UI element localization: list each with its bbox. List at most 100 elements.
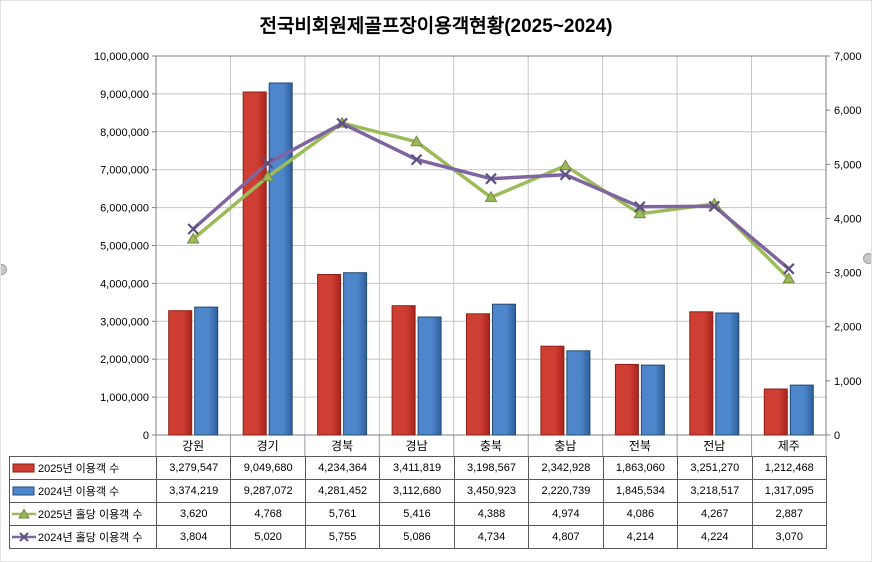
y-axis-right-label: 2,000 bbox=[834, 322, 862, 334]
x-marker[interactable] bbox=[634, 201, 646, 213]
bar[interactable] bbox=[194, 306, 219, 436]
bar[interactable] bbox=[317, 274, 342, 436]
value-cell: 1,863,060 bbox=[602, 456, 679, 480]
table-row: 2024년 홀당 이용객 수 3,804 5,020 5,755 5,086 4,734 4… bbox=[9, 525, 827, 549]
value-cell: 3,070 bbox=[751, 525, 827, 549]
bar[interactable] bbox=[492, 303, 516, 436]
bar[interactable] bbox=[242, 91, 267, 436]
x-marker[interactable] bbox=[410, 153, 423, 166]
x-marker[interactable] bbox=[187, 223, 199, 235]
y-axis-left-label: 5,000,000 bbox=[100, 241, 149, 253]
triangle-marker[interactable] bbox=[186, 232, 200, 244]
y-axis-left-label: 7,000,000 bbox=[100, 165, 149, 177]
table-row: 2025년 홀당 이용객 수 3,620 4,768 5,761 5,416 4,388 4… bbox=[9, 502, 827, 526]
value-cell: 3,112,680 bbox=[379, 479, 455, 503]
category-label: 제주 bbox=[778, 439, 800, 453]
legend-bar-icon bbox=[12, 463, 35, 473]
value-cell: 4,086 bbox=[602, 502, 679, 526]
value-cell: 5,761 bbox=[304, 502, 381, 526]
x-marker[interactable] bbox=[559, 168, 572, 181]
triangle-marker[interactable] bbox=[261, 170, 275, 182]
triangle-marker[interactable] bbox=[410, 135, 423, 147]
value-cell: 4,281,452 bbox=[304, 479, 381, 503]
bar[interactable] bbox=[715, 312, 740, 436]
value-cell: 5,755 bbox=[304, 525, 381, 549]
bar[interactable] bbox=[566, 350, 591, 436]
value-cell: 4,234,364 bbox=[304, 456, 381, 480]
value-cell: 2,342,928 bbox=[528, 456, 604, 480]
bar[interactable] bbox=[343, 272, 368, 436]
y-axis-left-label: 1,000,000 bbox=[100, 392, 149, 404]
value-cell: 4,214 bbox=[602, 525, 679, 549]
legend-bar-icon bbox=[12, 486, 35, 496]
bar-series-1[interactable] bbox=[194, 82, 814, 436]
legend-x-marker bbox=[19, 532, 29, 542]
value-cell: 3,279,547 bbox=[155, 456, 232, 480]
bar[interactable] bbox=[168, 310, 193, 436]
legend-line-icon bbox=[12, 532, 36, 542]
x-marker[interactable] bbox=[708, 200, 721, 213]
bar-series-0[interactable] bbox=[168, 91, 788, 436]
bar[interactable] bbox=[689, 311, 714, 436]
plot-border-rect bbox=[155, 55, 827, 436]
y-axis-left-label: 8,000,000 bbox=[100, 127, 149, 139]
bar[interactable] bbox=[417, 316, 442, 436]
resize-handle-right[interactable] bbox=[863, 253, 871, 264]
bar[interactable] bbox=[614, 363, 639, 436]
triangle-marker[interactable] bbox=[484, 190, 498, 202]
value-cell: 4,974 bbox=[528, 502, 604, 526]
category-label: 전북 bbox=[629, 439, 651, 453]
bar[interactable] bbox=[640, 364, 665, 436]
y-axis-left-label: 10,000,000 bbox=[94, 51, 149, 63]
x-marker[interactable] bbox=[336, 117, 348, 130]
triangle-marker[interactable] bbox=[782, 272, 796, 284]
y-axis-left-label: 0 bbox=[143, 430, 149, 442]
triangle-marker[interactable] bbox=[559, 159, 572, 171]
value-cell: 3,198,567 bbox=[453, 456, 530, 480]
value-cell: 3,251,270 bbox=[677, 456, 753, 480]
table-row: 2024년 이용객 수 3,374,219 9,287,072 4,281,452 3,… bbox=[9, 479, 827, 503]
x-marker[interactable] bbox=[261, 157, 274, 169]
value-cell: 4,807 bbox=[528, 525, 604, 549]
y-axis-left-label: 2,000,000 bbox=[100, 354, 149, 366]
value-cell: 5,416 bbox=[379, 502, 455, 526]
value-cell: 3,804 bbox=[155, 525, 232, 549]
category-label: 전남 bbox=[703, 439, 725, 453]
bar[interactable] bbox=[466, 313, 490, 436]
y-axis-right-label: 6,000 bbox=[834, 105, 862, 117]
value-cell: 4,388 bbox=[453, 502, 530, 526]
y-axis-right: 0 1,000 2,000 3,000 4,000 5,000 6,000 7,000 bbox=[826, 51, 862, 442]
value-cell: 1,212,468 bbox=[751, 456, 827, 480]
bar[interactable] bbox=[268, 82, 293, 436]
value-cell: 3,450,923 bbox=[453, 479, 530, 503]
value-cell: 9,049,680 bbox=[230, 456, 306, 480]
bar[interactable] bbox=[789, 384, 814, 436]
series-label-cell: 2025년 홀당 이용객 수 bbox=[9, 502, 157, 526]
x-marker[interactable] bbox=[783, 263, 795, 275]
value-cell: 2,220,739 bbox=[528, 479, 604, 503]
bar[interactable] bbox=[540, 345, 565, 436]
x-marker[interactable] bbox=[485, 172, 497, 185]
value-cell: 4,768 bbox=[230, 502, 306, 526]
legend-bar-swatch bbox=[12, 463, 35, 473]
value-cell: 4,224 bbox=[677, 525, 753, 549]
value-cell: 5,086 bbox=[379, 525, 455, 549]
triangle-marker[interactable] bbox=[633, 207, 647, 219]
category-label: 경북 bbox=[331, 439, 353, 453]
series-label-cell: 2025년 이용객 수 bbox=[9, 456, 157, 480]
value-cell: 1,845,534 bbox=[602, 479, 679, 503]
plot-area: 0 1,000,000 2,000,000 3,000,000 4,000,000 5,0… bbox=[94, 51, 862, 456]
value-cell: 3,620 bbox=[155, 502, 232, 526]
line-series-1[interactable] bbox=[187, 117, 795, 275]
bar[interactable] bbox=[763, 388, 788, 436]
y-axis-right-label: 3,000 bbox=[834, 268, 862, 280]
chart-title: 전국비회원제골프장이용객현황(2025~2024) bbox=[259, 16, 613, 37]
data-table: 2025년 이용객 수 3,279,547 9,049,680 4,234,364 3,… bbox=[9, 456, 827, 549]
series-label-cell: 2024년 홀당 이용객 수 bbox=[9, 525, 157, 549]
legend-triangle-marker bbox=[18, 508, 30, 519]
bar[interactable] bbox=[391, 305, 416, 436]
y-axis-right-label: 7,000 bbox=[834, 51, 862, 63]
category-label: 경기 bbox=[257, 439, 279, 453]
x-axis-categories: 강원 경기 경북 경남 충북 충남 전북 전남 제주 bbox=[182, 439, 800, 453]
